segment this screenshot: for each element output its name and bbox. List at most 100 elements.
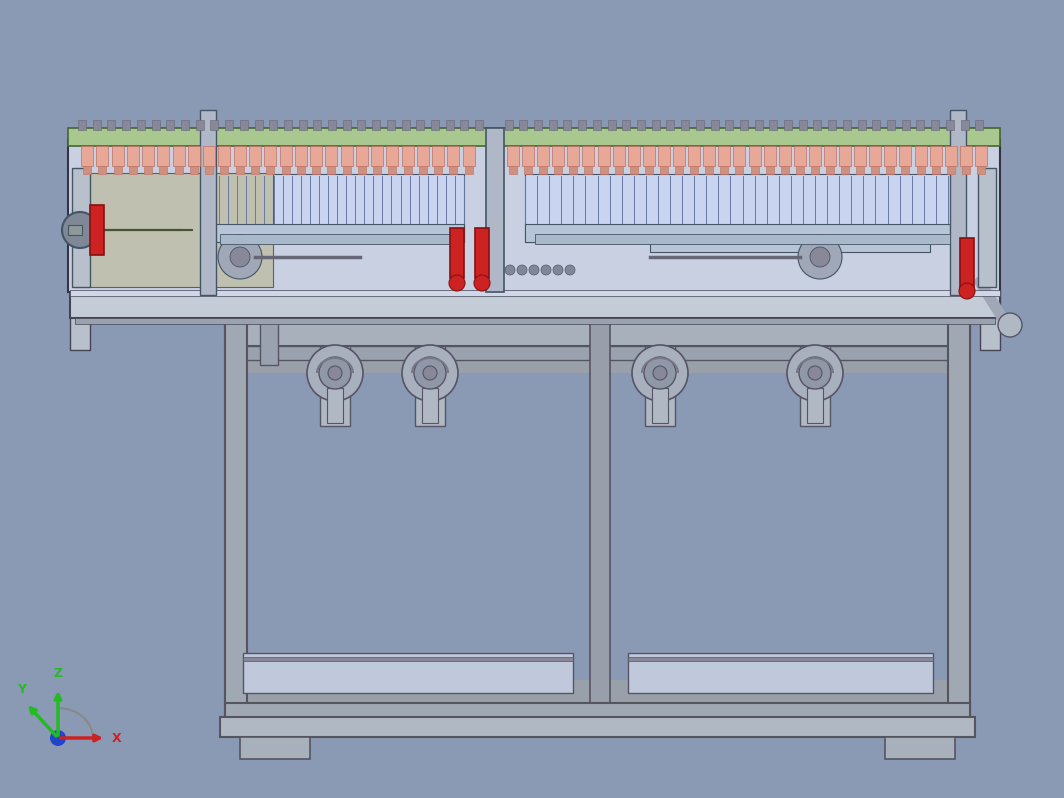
Text: Z: Z bbox=[53, 667, 63, 680]
Bar bbox=[799, 120, 807, 130]
Bar bbox=[887, 120, 895, 130]
Bar bbox=[432, 146, 444, 166]
Bar bbox=[251, 166, 259, 174]
Bar bbox=[434, 166, 443, 174]
Bar bbox=[885, 737, 955, 759]
Bar bbox=[519, 120, 528, 130]
Bar bbox=[355, 146, 368, 166]
Bar bbox=[203, 146, 215, 166]
Bar bbox=[98, 166, 106, 174]
Bar bbox=[220, 234, 454, 244]
Bar bbox=[858, 120, 866, 130]
Bar bbox=[226, 120, 233, 130]
Bar bbox=[280, 146, 292, 166]
Bar bbox=[236, 166, 244, 174]
Bar bbox=[660, 166, 668, 174]
Bar bbox=[750, 166, 759, 174]
Bar bbox=[70, 290, 1000, 296]
Bar bbox=[599, 166, 608, 174]
Bar bbox=[326, 146, 337, 166]
Bar bbox=[295, 146, 306, 166]
Bar bbox=[68, 128, 1000, 146]
Bar bbox=[74, 318, 995, 324]
Bar bbox=[401, 146, 414, 166]
Bar bbox=[269, 120, 278, 130]
Bar bbox=[371, 146, 383, 166]
Bar bbox=[525, 224, 960, 242]
Bar bbox=[249, 146, 261, 166]
Bar bbox=[297, 166, 304, 174]
Circle shape bbox=[998, 313, 1023, 337]
Bar bbox=[598, 146, 610, 166]
Bar bbox=[143, 146, 154, 166]
Bar bbox=[114, 166, 121, 174]
Bar bbox=[525, 174, 960, 242]
Bar bbox=[977, 166, 985, 174]
Circle shape bbox=[50, 730, 66, 746]
Bar bbox=[218, 146, 231, 166]
Bar bbox=[239, 120, 248, 130]
Bar bbox=[826, 166, 834, 174]
Circle shape bbox=[473, 275, 491, 291]
Bar bbox=[386, 146, 398, 166]
Circle shape bbox=[218, 235, 262, 279]
Circle shape bbox=[553, 265, 563, 275]
Bar bbox=[340, 146, 352, 166]
Bar bbox=[240, 737, 310, 759]
Bar bbox=[299, 120, 306, 130]
Bar bbox=[739, 120, 748, 130]
Bar bbox=[508, 146, 519, 166]
Circle shape bbox=[653, 366, 667, 380]
Bar bbox=[584, 166, 593, 174]
Bar bbox=[237, 373, 958, 680]
Bar bbox=[650, 240, 930, 252]
Bar bbox=[476, 120, 483, 130]
Bar bbox=[401, 120, 410, 130]
Bar bbox=[112, 146, 123, 166]
Bar bbox=[681, 120, 689, 130]
Bar bbox=[950, 110, 966, 295]
Bar bbox=[450, 228, 464, 278]
Bar bbox=[446, 120, 453, 130]
Bar bbox=[645, 346, 675, 426]
Bar bbox=[137, 120, 145, 130]
Bar bbox=[151, 120, 160, 130]
Bar bbox=[978, 168, 996, 287]
Bar bbox=[205, 166, 213, 174]
Bar bbox=[637, 120, 645, 130]
Bar bbox=[388, 166, 397, 174]
Bar bbox=[463, 146, 475, 166]
Bar bbox=[764, 146, 776, 166]
Bar bbox=[705, 166, 713, 174]
Bar bbox=[800, 346, 830, 426]
Bar bbox=[691, 166, 698, 174]
Bar bbox=[504, 120, 513, 130]
Bar bbox=[81, 146, 93, 166]
Bar bbox=[90, 205, 104, 255]
Bar bbox=[166, 120, 174, 130]
Bar bbox=[643, 146, 654, 166]
Bar bbox=[916, 166, 925, 174]
Text: X: X bbox=[112, 732, 121, 745]
Bar bbox=[372, 120, 380, 130]
Circle shape bbox=[644, 357, 676, 389]
Bar bbox=[431, 120, 439, 130]
Bar bbox=[781, 166, 788, 174]
Bar bbox=[373, 166, 381, 174]
Bar bbox=[157, 146, 169, 166]
Bar bbox=[811, 166, 819, 174]
Bar bbox=[78, 120, 86, 130]
Bar bbox=[419, 166, 427, 174]
Bar bbox=[549, 120, 556, 130]
Bar bbox=[284, 120, 292, 130]
Bar bbox=[718, 146, 730, 166]
Circle shape bbox=[328, 366, 342, 380]
Bar bbox=[254, 120, 263, 130]
Bar bbox=[916, 120, 925, 130]
Bar bbox=[843, 120, 851, 130]
Bar bbox=[200, 110, 216, 295]
Bar bbox=[122, 120, 130, 130]
Bar bbox=[593, 120, 601, 130]
Bar bbox=[711, 120, 718, 130]
Bar bbox=[234, 146, 246, 166]
